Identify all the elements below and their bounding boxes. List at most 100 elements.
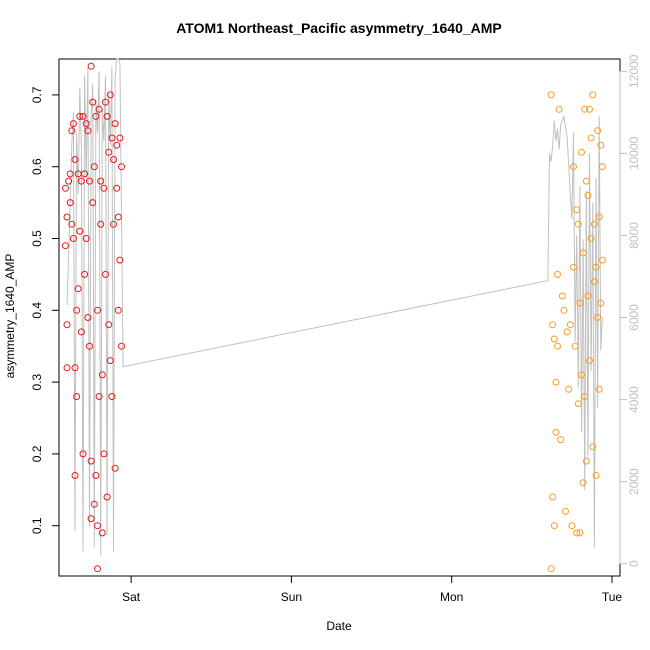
x-axis-label: Date (326, 619, 352, 633)
data-point (568, 522, 576, 530)
data-point (116, 134, 124, 142)
data-point (586, 105, 593, 113)
data-point (584, 292, 592, 300)
data-point (118, 342, 125, 350)
data-point (549, 493, 557, 501)
secondary-line (66, 58, 603, 556)
x-tick-label: Mon (440, 590, 463, 604)
data-point (100, 450, 108, 458)
data-point (587, 235, 595, 242)
data-point (565, 385, 573, 393)
data-point (549, 321, 557, 329)
data-point (100, 184, 108, 192)
y-tick-label: 0.7 (30, 86, 44, 103)
y-tick-label: 0.4 (30, 302, 44, 319)
data-point (81, 170, 89, 178)
data-point (589, 443, 597, 451)
data-point (103, 112, 111, 120)
data-point (63, 364, 71, 372)
data-point (82, 120, 90, 128)
data-point (594, 314, 602, 321)
data-point (66, 170, 74, 178)
data-point (555, 105, 563, 113)
data-point (108, 134, 116, 142)
data-point (598, 256, 606, 264)
data-point (86, 342, 93, 350)
data-point (61, 242, 69, 250)
data-point (587, 134, 595, 142)
data-point (69, 235, 77, 242)
data-point (111, 464, 119, 472)
data-point (554, 342, 561, 350)
data-point (576, 299, 584, 307)
data-point (571, 342, 579, 350)
data-point (552, 378, 560, 386)
y2-tick-label: 10000 (627, 136, 641, 170)
data-point (98, 529, 106, 537)
data-point (114, 306, 122, 314)
data-point (71, 156, 79, 163)
data-point (586, 357, 593, 365)
data-point (582, 177, 590, 185)
data-point (95, 105, 103, 113)
data-point (81, 270, 89, 278)
data-point (68, 220, 76, 228)
data-point (592, 263, 600, 271)
data-point (573, 529, 581, 537)
data-point (560, 306, 568, 314)
data-point (578, 148, 585, 156)
data-point (584, 191, 592, 199)
data-point (77, 177, 85, 185)
data-point (108, 393, 116, 400)
y-tick-label: 0.6 (30, 158, 44, 175)
data-point (73, 393, 81, 400)
data-point (557, 436, 565, 444)
data-point (595, 385, 603, 393)
data-point (95, 393, 103, 400)
data-point (97, 220, 105, 228)
data-point (94, 522, 101, 530)
points-layer (61, 62, 606, 573)
data-point (590, 278, 598, 286)
data-point (63, 321, 71, 329)
y2-tick-label: 8000 (627, 222, 641, 249)
data-point (87, 457, 95, 465)
data-point (554, 270, 561, 278)
data-point (118, 163, 125, 171)
data-point (76, 227, 84, 235)
data-point (79, 450, 87, 458)
data-point (550, 522, 558, 530)
data-point (65, 177, 73, 185)
y2-tick-label: 4000 (627, 386, 641, 413)
data-point (106, 357, 114, 365)
y2-tick-label: 2000 (627, 468, 641, 495)
data-point (574, 220, 582, 228)
data-point (105, 321, 113, 329)
data-point (566, 321, 574, 329)
data-point (69, 120, 77, 128)
secondary-line-layer (66, 58, 603, 556)
data-point (90, 500, 98, 508)
data-point (594, 127, 602, 135)
data-point (111, 120, 119, 128)
data-point (74, 285, 82, 293)
data-point (113, 141, 121, 149)
x-tick-label: Sat (122, 590, 141, 604)
data-point (84, 127, 92, 135)
data-point (574, 400, 582, 408)
data-point (562, 507, 569, 515)
data-point (87, 62, 95, 70)
data-point (547, 91, 555, 99)
data-point (570, 263, 577, 271)
data-point (61, 184, 69, 192)
data-point (76, 112, 84, 120)
data-point (71, 472, 79, 479)
x-tick-label: Sun (281, 590, 302, 604)
data-point (570, 163, 577, 171)
data-point (89, 98, 97, 106)
data-point (589, 91, 597, 99)
data-point (89, 199, 97, 207)
data-point (106, 91, 114, 99)
axes-layer: Sat Sun Mon Tue 0.1 0.2 0.3 0.4 0.5 0.6 0.7 0 2000 40… (30, 54, 641, 604)
data-point (66, 199, 74, 207)
